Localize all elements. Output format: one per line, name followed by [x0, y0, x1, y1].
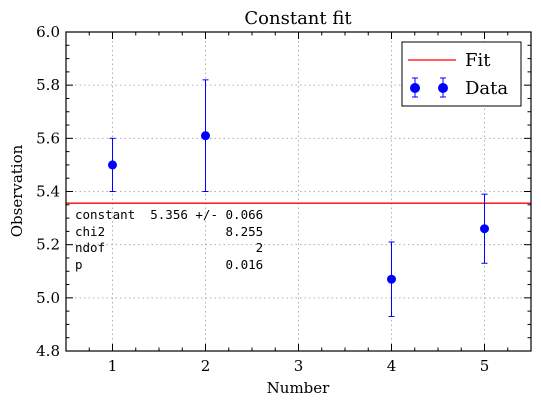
y-tick-label: 5.2: [36, 236, 60, 254]
data-point: [387, 274, 396, 284]
tick-labels: 1 2 3 4 5 4.8 5.0 5.2 5.4 5.6 5.8 6.0: [36, 23, 489, 375]
legend-fit-label: Fit: [465, 50, 491, 71]
data-point: [108, 160, 117, 170]
x-tick-label: 5: [480, 357, 490, 375]
x-tick-label: 1: [108, 357, 118, 375]
legend-box: [401, 41, 522, 107]
annotation-line-ndof: ndof 2: [75, 240, 263, 255]
data-point: [480, 224, 489, 234]
annotation-line-p: p 0.016: [75, 257, 263, 272]
fit-annotation: constant 5.356 +/- 0.066 chi2 8.255 ndof…: [75, 207, 263, 272]
x-tick-label: 3: [294, 357, 304, 375]
annotation-line-constant: constant 5.356 +/- 0.066: [75, 207, 263, 222]
annotation-line-chi2: chi2 8.255: [75, 224, 263, 239]
y-tick-label: 5.8: [36, 76, 60, 94]
y-tick-label: 4.8: [36, 342, 60, 360]
y-tick-label: 5.4: [36, 183, 60, 201]
ticks: [65, 31, 532, 352]
y-tick-label: 5.0: [36, 289, 60, 307]
y-tick-label: 6.0: [36, 23, 60, 41]
x-tick-label: 2: [201, 357, 211, 375]
data-points: [108, 131, 489, 284]
y-axis-label: Observation: [8, 144, 26, 237]
chart-title: Constant fit: [244, 8, 352, 29]
x-axis-label: Number: [267, 379, 330, 397]
data-point: [201, 131, 210, 141]
x-tick-label: 4: [387, 357, 397, 375]
legend-data-label: Data: [465, 78, 508, 99]
legend-data-swatch: [410, 77, 448, 98]
legend: Fit Data: [401, 41, 522, 107]
y-tick-label: 5.6: [36, 129, 60, 147]
